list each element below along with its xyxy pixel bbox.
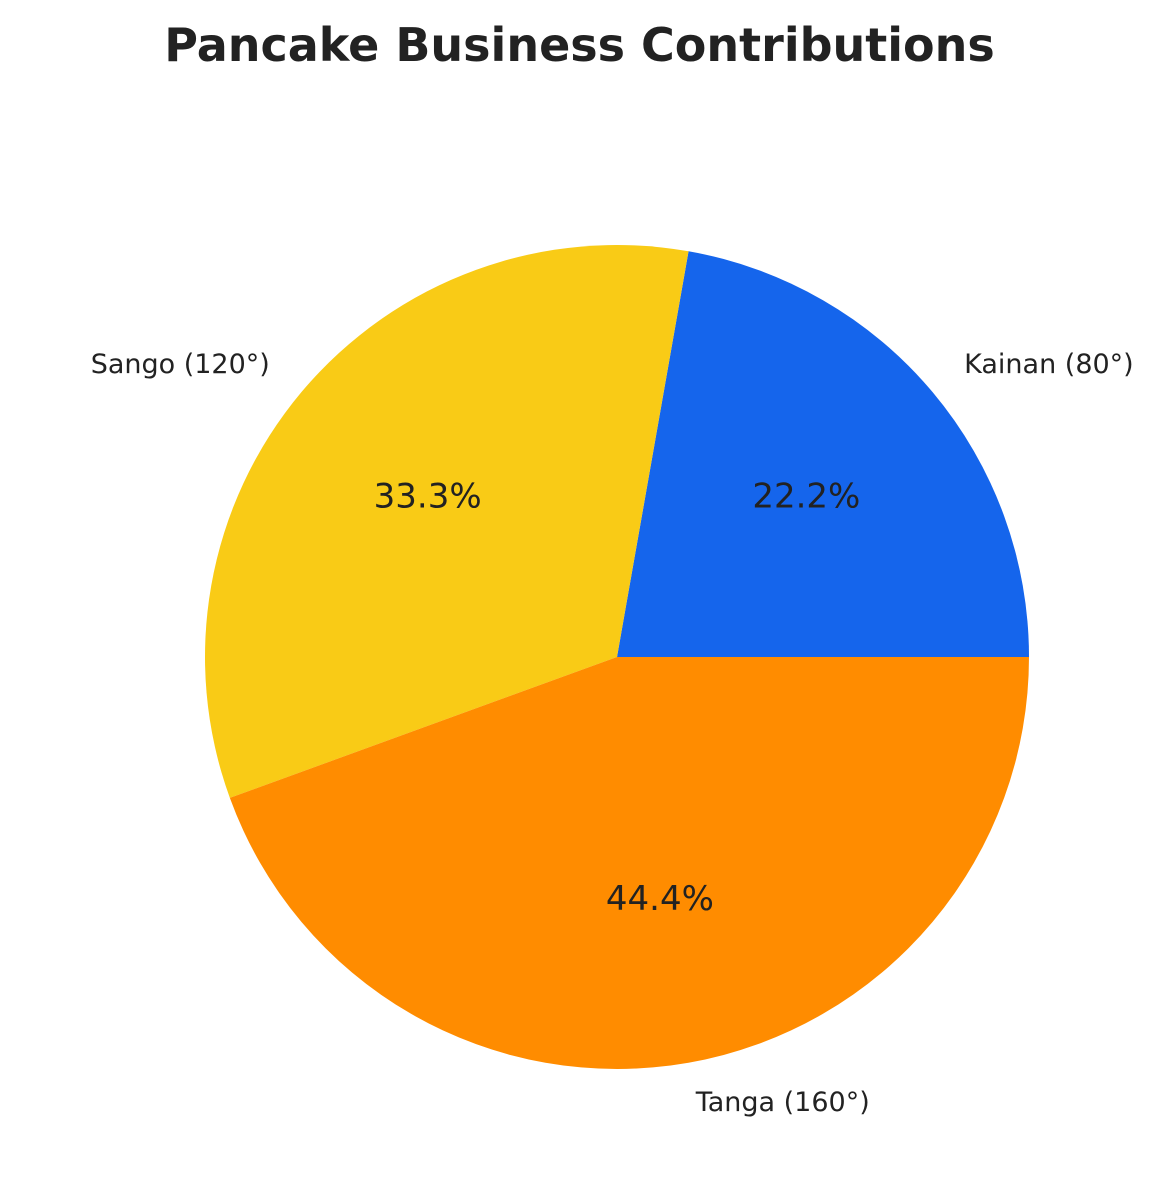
- slice-label-kainan: Kainan (80°): [964, 349, 1134, 380]
- percent-label-sango: 33.3%: [374, 477, 482, 517]
- pie-slice-kainan: [617, 251, 1029, 657]
- pie-slice-tanga: [229, 657, 1030, 1070]
- slices-layer: [205, 245, 1030, 1070]
- labels-layer: Kainan (80°) 22.2% Sango (120°) 33.3% Tanga …: [91, 349, 1134, 1118]
- percent-label-kainan: 22.2%: [752, 477, 860, 517]
- slice-label-sango: Sango (120°): [91, 349, 270, 380]
- chart-title: Pancake Business Contributions: [164, 18, 995, 72]
- pie-slice-sango: [205, 245, 689, 798]
- slice-label-tanga: Tanga (160°): [695, 1087, 870, 1118]
- percent-label-tanga: 44.4%: [606, 879, 714, 919]
